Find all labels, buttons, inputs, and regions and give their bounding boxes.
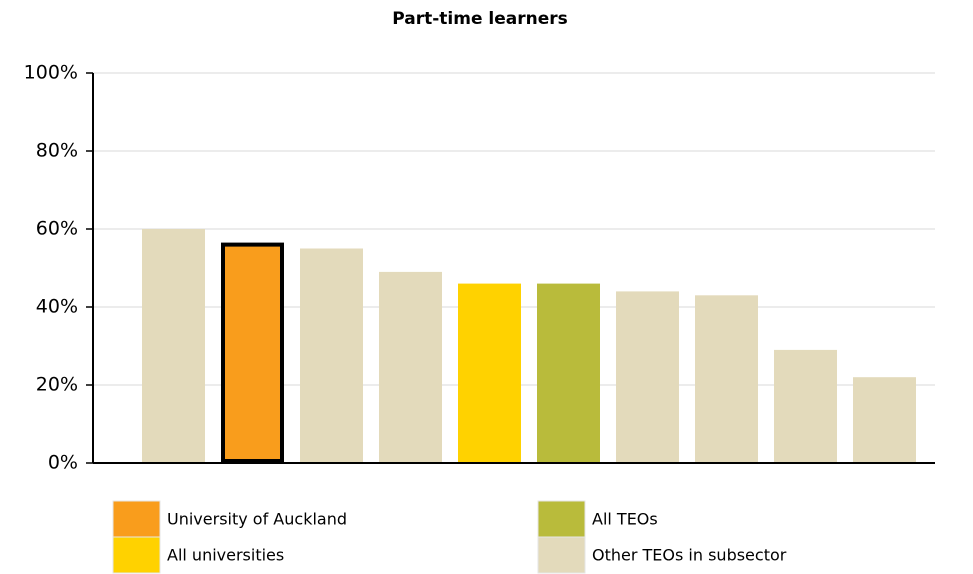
bar <box>774 349 837 463</box>
bar <box>616 291 679 463</box>
bar <box>537 283 600 463</box>
y-tick-label: 80% <box>36 140 78 162</box>
bar <box>458 283 521 463</box>
legend-swatch <box>537 536 586 574</box>
y-tick-label: 60% <box>36 218 78 240</box>
legend-label: University of Auckland <box>167 510 347 529</box>
legend-label: Other TEOs in subsector <box>592 546 787 565</box>
bar <box>853 377 916 463</box>
y-tick-label: 40% <box>36 296 78 318</box>
chart-title: Part-time learners <box>392 9 568 29</box>
bar <box>142 229 205 463</box>
y-tick-label: 20% <box>36 374 78 396</box>
legend-swatch <box>112 536 161 574</box>
legend-swatch <box>537 500 586 538</box>
y-tick-label: 0% <box>48 452 78 474</box>
bar <box>695 295 758 463</box>
legend-swatch <box>112 500 161 538</box>
bar <box>300 248 363 463</box>
y-tick-label: 100% <box>24 62 78 84</box>
legend-label: All TEOs <box>592 510 658 529</box>
bar <box>221 242 284 463</box>
legend-label: All universities <box>167 546 284 565</box>
bar <box>379 271 442 463</box>
